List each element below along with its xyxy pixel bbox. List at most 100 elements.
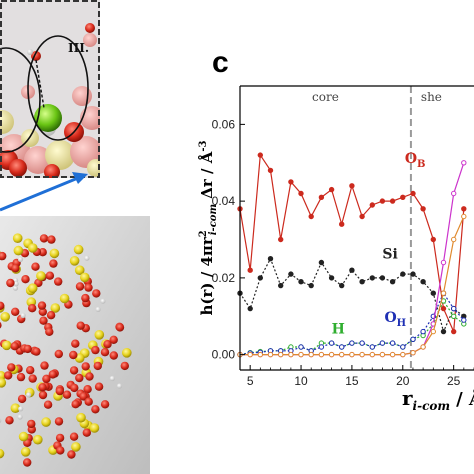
series-point: [379, 351, 386, 358]
render-atom: [31, 262, 40, 271]
render-atom: [20, 447, 31, 457]
series-point: [318, 351, 325, 358]
series-point: [359, 213, 365, 220]
render-atom: [71, 442, 81, 452]
x-tick-label: 20: [396, 374, 410, 388]
render-atom: [17, 394, 27, 404]
series-point: [267, 351, 274, 358]
series-point: [288, 351, 294, 358]
series-point: [420, 344, 426, 350]
series-point: [288, 179, 294, 185]
series-label-ob: OB: [405, 151, 426, 170]
series-point: [400, 194, 406, 201]
render-atom: [10, 342, 19, 351]
render-atom: [69, 255, 80, 266]
render-atom: [6, 278, 15, 288]
render-atom: [80, 272, 90, 283]
render-atom: [18, 406, 24, 412]
series-point: [328, 340, 335, 346]
render-atom: [16, 372, 26, 382]
render-atom: [26, 366, 35, 375]
render-atom: [94, 382, 104, 391]
render-atom: [7, 363, 16, 372]
series-point: [339, 344, 345, 350]
render-atom: [0, 418, 2, 423]
series-point: [267, 167, 274, 174]
render-atom: [10, 403, 21, 414]
inset-water-oxygen: [85, 23, 95, 33]
inset-zoom-panel: III.: [0, 0, 100, 178]
series-point: [451, 313, 457, 319]
render-atom: [76, 412, 86, 423]
render-atom: [56, 446, 65, 455]
series-point: [278, 351, 284, 358]
render-atom: [100, 348, 110, 357]
render-atom: [11, 307, 20, 316]
render-atom: [4, 371, 13, 380]
series-point: [451, 190, 457, 197]
render-atom: [38, 390, 48, 400]
render-atom: [116, 383, 123, 389]
inset-bond-dashed: [35, 59, 45, 109]
render-atom: [69, 432, 79, 441]
render-atom: [40, 361, 49, 370]
render-atom: [83, 385, 92, 394]
render-atom: [37, 301, 47, 310]
series-point: [328, 351, 335, 358]
series-point: [267, 256, 274, 262]
render-atom: [79, 392, 88, 401]
series-point: [461, 206, 467, 212]
series-point: [389, 340, 396, 346]
render-atom: [85, 372, 94, 381]
render-atom: [23, 344, 32, 354]
y-tick-label: 0.02: [212, 271, 236, 285]
series-point: [410, 350, 416, 356]
render-atom: [91, 405, 100, 414]
render-atom: [11, 264, 20, 273]
render-atom: [41, 417, 51, 427]
series-point: [369, 344, 375, 350]
series-point: [379, 340, 386, 346]
render-atom: [38, 307, 47, 316]
y-axis-label: h(r) / 4πr2i-com Δr / Å-3: [198, 140, 219, 315]
series-point: [288, 271, 294, 277]
series-point: [298, 190, 304, 197]
series-point: [318, 344, 325, 350]
series-point: [369, 351, 375, 358]
inset-atom: [83, 33, 97, 47]
series-point: [400, 271, 406, 277]
render-atom: [92, 289, 101, 298]
series-point: [389, 351, 396, 358]
render-atom: [0, 312, 10, 322]
series-point: [298, 279, 304, 285]
series-point: [430, 236, 436, 243]
panel-label: c: [212, 46, 229, 79]
render-atom: [103, 340, 112, 349]
inset-atom: [45, 140, 75, 170]
region-label-shell: she: [421, 90, 442, 104]
series-point: [257, 351, 263, 358]
series-point: [257, 152, 263, 158]
render-atom: [17, 256, 24, 262]
render-atom: [54, 349, 63, 359]
series-point: [349, 340, 355, 346]
render-atom: [45, 271, 55, 280]
render-atom: [73, 244, 84, 255]
series-point: [461, 317, 467, 323]
render-atom: [67, 450, 76, 459]
series-point: [379, 275, 386, 281]
series-point: [430, 290, 436, 296]
render-atom: [93, 361, 103, 371]
render-atom: [94, 330, 105, 340]
render-atom: [82, 428, 92, 437]
zoom-arrow: [0, 172, 88, 212]
render-atom: [120, 361, 129, 371]
inset-label: III.: [68, 41, 89, 55]
series-point: [247, 351, 253, 358]
render-atom: [39, 316, 48, 325]
series-point: [430, 328, 436, 335]
render-atom: [12, 233, 23, 243]
series-point: [328, 186, 335, 193]
render-atom: [74, 265, 85, 276]
series-point: [318, 259, 325, 266]
